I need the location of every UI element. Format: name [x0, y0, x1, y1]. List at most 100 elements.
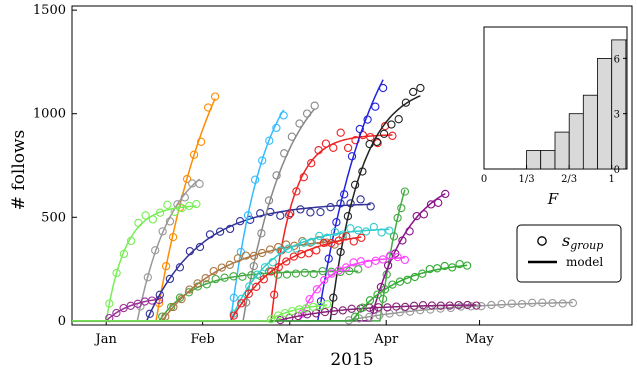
- data-point: [272, 123, 281, 133]
- data-point: [379, 129, 389, 138]
- data-point: [276, 211, 285, 220]
- data-point: [291, 269, 301, 278]
- x-tick-label: Feb: [191, 332, 215, 347]
- data-point: [320, 307, 330, 317]
- data-point: [416, 83, 425, 93]
- data-point: [267, 267, 276, 276]
- data-point: [312, 246, 321, 255]
- data-point: [455, 259, 464, 269]
- data-point: [229, 272, 238, 281]
- data-point: [336, 247, 345, 257]
- data-point: [272, 171, 281, 180]
- data-point: [405, 227, 414, 236]
- data-point: [373, 290, 382, 299]
- model-line: [72, 98, 216, 322]
- data-point: [568, 298, 578, 308]
- data-point: [309, 269, 318, 279]
- data-point: [259, 275, 268, 284]
- x-tick-label: Apr: [373, 332, 399, 347]
- data-point: [133, 299, 142, 308]
- data-point: [445, 301, 454, 310]
- data-point: [315, 231, 324, 241]
- data-point: [350, 312, 360, 321]
- data-point: [155, 208, 165, 217]
- data-point: [373, 138, 382, 148]
- model-line: [72, 134, 393, 322]
- legend-label-s: s: [562, 231, 570, 250]
- main-series: [72, 79, 578, 325]
- data-point: [165, 217, 175, 226]
- data-point: [376, 282, 386, 292]
- data-point: [330, 227, 340, 237]
- inset-y-tick-label: 0: [614, 165, 620, 176]
- data-point: [145, 309, 154, 318]
- data-point: [229, 311, 238, 320]
- data-point: [229, 293, 238, 302]
- data-point: [151, 246, 160, 255]
- data-point: [427, 301, 437, 310]
- data-point: [217, 263, 226, 272]
- data-point: [273, 311, 283, 320]
- data-point: [312, 285, 322, 294]
- data-point: [284, 210, 294, 220]
- data-point: [327, 238, 336, 248]
- histogram-bar: [568, 113, 584, 170]
- data-point: [401, 98, 411, 107]
- data-point: [454, 300, 463, 310]
- data-point: [355, 124, 364, 134]
- data-point: [168, 232, 178, 242]
- data-point: [388, 280, 397, 289]
- data-point: [244, 289, 253, 298]
- data-point: [249, 261, 258, 271]
- data-point: [321, 139, 331, 148]
- x-tick-label: Mar: [276, 332, 304, 347]
- data-point: [126, 236, 136, 246]
- data-point: [266, 315, 276, 324]
- data-point: [371, 102, 380, 111]
- data-point: [340, 190, 349, 199]
- data-point: [318, 266, 327, 276]
- data-point: [329, 306, 339, 316]
- data-point: [314, 146, 323, 155]
- data-point: [385, 226, 394, 235]
- data-point: [548, 298, 557, 308]
- model-line: [72, 239, 343, 322]
- data-point: [393, 252, 402, 262]
- data-point: [202, 280, 211, 289]
- data-point: [322, 300, 332, 309]
- data-point: [148, 215, 158, 224]
- data-point: [327, 269, 336, 278]
- legend-label-subscript: group: [570, 239, 603, 252]
- histogram-bar: [597, 58, 613, 170]
- x-tick-label: May: [465, 332, 494, 347]
- data-point: [256, 209, 265, 218]
- data-point: [497, 299, 506, 309]
- data-point: [270, 290, 279, 299]
- data-point: [268, 258, 277, 267]
- data-point: [265, 136, 274, 145]
- model-line: [72, 304, 477, 322]
- data-point: [329, 143, 338, 152]
- data-point: [487, 300, 496, 310]
- data-point: [299, 173, 308, 182]
- data-point: [177, 294, 186, 304]
- data-point: [105, 299, 114, 308]
- data-point: [356, 195, 365, 204]
- data-point: [252, 282, 261, 291]
- data-point: [276, 315, 285, 325]
- data-point: [233, 254, 243, 263]
- data-point: [241, 251, 251, 260]
- data-point: [361, 227, 371, 236]
- data-point: [247, 271, 256, 280]
- data-point: [282, 270, 292, 279]
- data-point: [282, 257, 291, 266]
- data-point: [401, 302, 410, 312]
- data-point: [304, 249, 313, 258]
- data-point: [358, 303, 367, 312]
- data-point: [389, 232, 399, 241]
- data-point: [258, 156, 267, 165]
- data-point: [280, 149, 289, 158]
- data-point: [161, 262, 171, 271]
